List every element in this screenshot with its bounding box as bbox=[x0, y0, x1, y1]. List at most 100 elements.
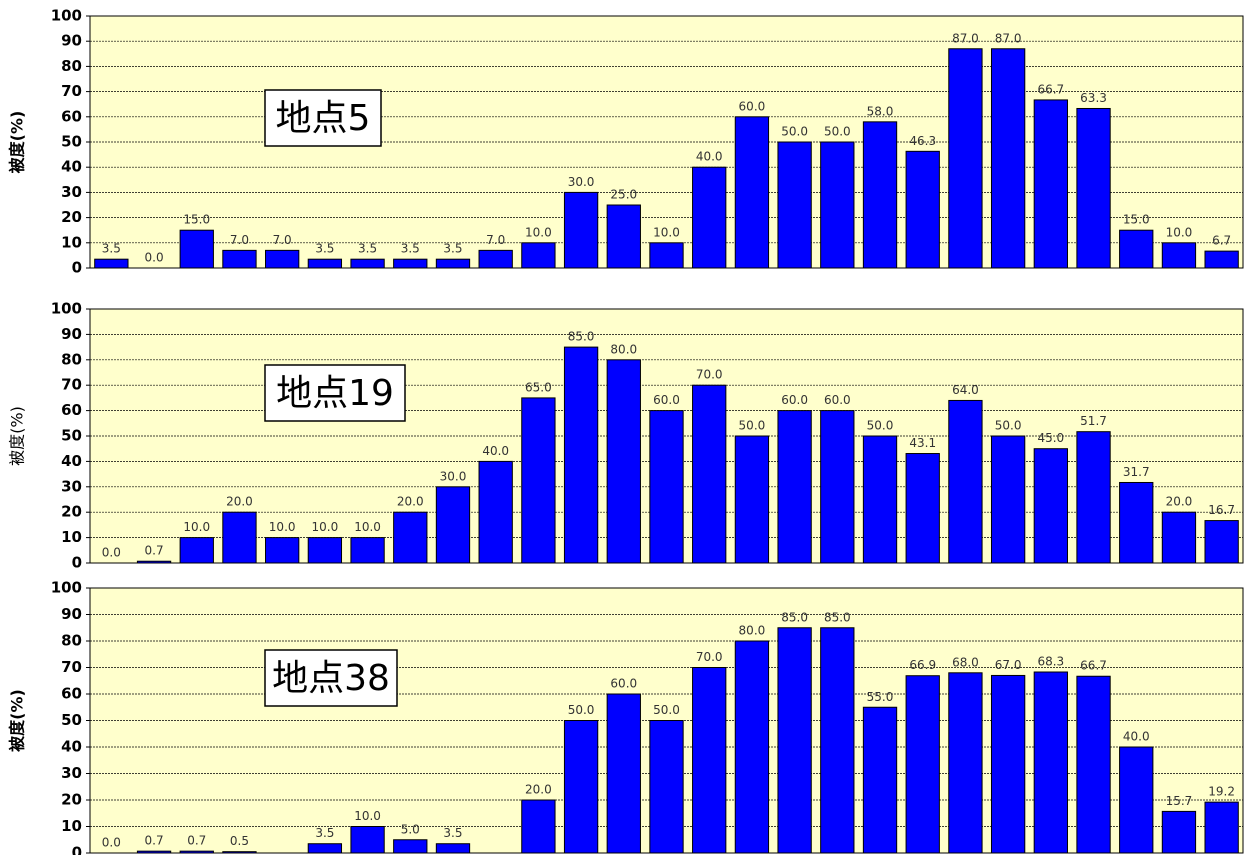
value-label: 85.0 bbox=[824, 610, 851, 624]
value-label: 60.0 bbox=[610, 677, 637, 691]
value-label: 60.0 bbox=[781, 393, 808, 407]
chart-title: 地点19 bbox=[276, 373, 394, 414]
value-label: 6.7 bbox=[1212, 234, 1231, 248]
y-tick-label: 10 bbox=[61, 528, 82, 546]
bar bbox=[350, 258, 385, 269]
bar bbox=[179, 537, 214, 564]
y-tick-label: 90 bbox=[61, 325, 82, 343]
y-tick-label: 20 bbox=[61, 208, 82, 226]
bar bbox=[777, 410, 812, 564]
bar bbox=[1161, 810, 1197, 854]
value-label: 19.2 bbox=[1208, 785, 1235, 799]
y-tick-label: 0 bbox=[72, 554, 82, 572]
bar bbox=[1119, 481, 1154, 564]
bar bbox=[1204, 801, 1239, 854]
y-tick-label: 70 bbox=[61, 82, 82, 100]
bar bbox=[393, 258, 428, 269]
bar bbox=[350, 826, 385, 854]
value-label: 46.3 bbox=[909, 134, 936, 148]
y-tick-label: 10 bbox=[61, 817, 82, 835]
value-label: 66.7 bbox=[1080, 659, 1107, 673]
bar bbox=[862, 706, 898, 854]
value-label: 66.9 bbox=[909, 658, 936, 672]
value-label: 15.0 bbox=[183, 213, 210, 227]
y-tick-label: 70 bbox=[61, 658, 82, 676]
y-tick-label: 30 bbox=[61, 764, 82, 782]
value-label: 50.0 bbox=[781, 125, 808, 139]
value-label: 87.0 bbox=[952, 31, 979, 45]
bar bbox=[521, 242, 556, 269]
bar bbox=[820, 627, 855, 854]
bar bbox=[265, 537, 300, 564]
value-label: 0.7 bbox=[145, 544, 164, 558]
value-label: 3.5 bbox=[102, 242, 121, 256]
bar bbox=[136, 850, 172, 854]
value-label: 16.7 bbox=[1208, 503, 1235, 517]
value-label: 51.7 bbox=[1080, 414, 1107, 428]
bar bbox=[94, 258, 129, 269]
bar bbox=[777, 627, 812, 854]
value-label: 10.0 bbox=[1166, 225, 1193, 239]
value-label: 40.0 bbox=[1123, 730, 1150, 744]
value-label: 68.0 bbox=[952, 655, 979, 669]
bar bbox=[307, 258, 343, 269]
y-tick-label: 50 bbox=[61, 427, 82, 445]
y-tick-label: 90 bbox=[61, 32, 82, 50]
bar bbox=[435, 486, 471, 564]
bar bbox=[820, 410, 855, 564]
bar bbox=[1076, 675, 1111, 854]
bar bbox=[905, 453, 940, 564]
value-label: 30.0 bbox=[568, 175, 595, 189]
y-tick-label: 60 bbox=[61, 401, 82, 419]
y-axis-label: 被度(%) bbox=[8, 406, 27, 466]
value-label: 15.7 bbox=[1166, 794, 1193, 808]
y-tick-label: 80 bbox=[61, 350, 82, 368]
bar bbox=[734, 640, 770, 854]
value-label: 68.3 bbox=[1037, 655, 1064, 669]
value-label: 70.0 bbox=[696, 650, 723, 664]
bar bbox=[350, 537, 385, 564]
bar bbox=[222, 851, 257, 854]
value-label: 10.0 bbox=[183, 520, 210, 534]
y-tick-label: 20 bbox=[61, 503, 82, 521]
y-tick-label: 40 bbox=[61, 452, 82, 470]
y-tick-label: 50 bbox=[61, 711, 82, 729]
bar bbox=[990, 435, 1026, 564]
value-label: 67.0 bbox=[995, 658, 1022, 672]
bar bbox=[1161, 511, 1197, 564]
bar bbox=[1119, 229, 1154, 269]
bar bbox=[179, 229, 214, 269]
bar bbox=[606, 204, 641, 269]
bar bbox=[521, 799, 556, 854]
value-label: 31.7 bbox=[1123, 465, 1150, 479]
value-label: 3.5 bbox=[315, 826, 334, 840]
value-label: 5.0 bbox=[401, 822, 420, 836]
bar bbox=[393, 511, 428, 564]
value-label: 0.7 bbox=[187, 834, 206, 848]
bar bbox=[265, 249, 300, 269]
value-label: 30.0 bbox=[440, 469, 467, 483]
y-tick-label: 20 bbox=[61, 791, 82, 809]
y-axis-label: 被度(%) bbox=[8, 111, 27, 174]
value-label: 63.3 bbox=[1080, 91, 1107, 105]
value-label: 3.5 bbox=[315, 242, 334, 256]
value-label: 80.0 bbox=[739, 624, 766, 638]
value-label: 0.5 bbox=[230, 834, 249, 848]
value-label: 20.0 bbox=[226, 495, 253, 509]
bar bbox=[606, 693, 641, 854]
value-label: 60.0 bbox=[653, 393, 680, 407]
y-tick-label: 70 bbox=[61, 376, 82, 394]
bar bbox=[1119, 746, 1154, 854]
value-label: 50.0 bbox=[739, 419, 766, 433]
value-label: 40.0 bbox=[482, 444, 509, 458]
value-label: 20.0 bbox=[525, 783, 552, 797]
value-label: 10.0 bbox=[269, 520, 296, 534]
bar bbox=[948, 399, 983, 564]
bar bbox=[1076, 431, 1111, 564]
bar bbox=[1204, 520, 1239, 564]
y-tick-label: 80 bbox=[61, 57, 82, 75]
value-label: 43.1 bbox=[909, 436, 936, 450]
value-label: 58.0 bbox=[867, 104, 894, 118]
value-label: 15.0 bbox=[1123, 213, 1150, 227]
y-tick-label: 80 bbox=[61, 632, 82, 650]
